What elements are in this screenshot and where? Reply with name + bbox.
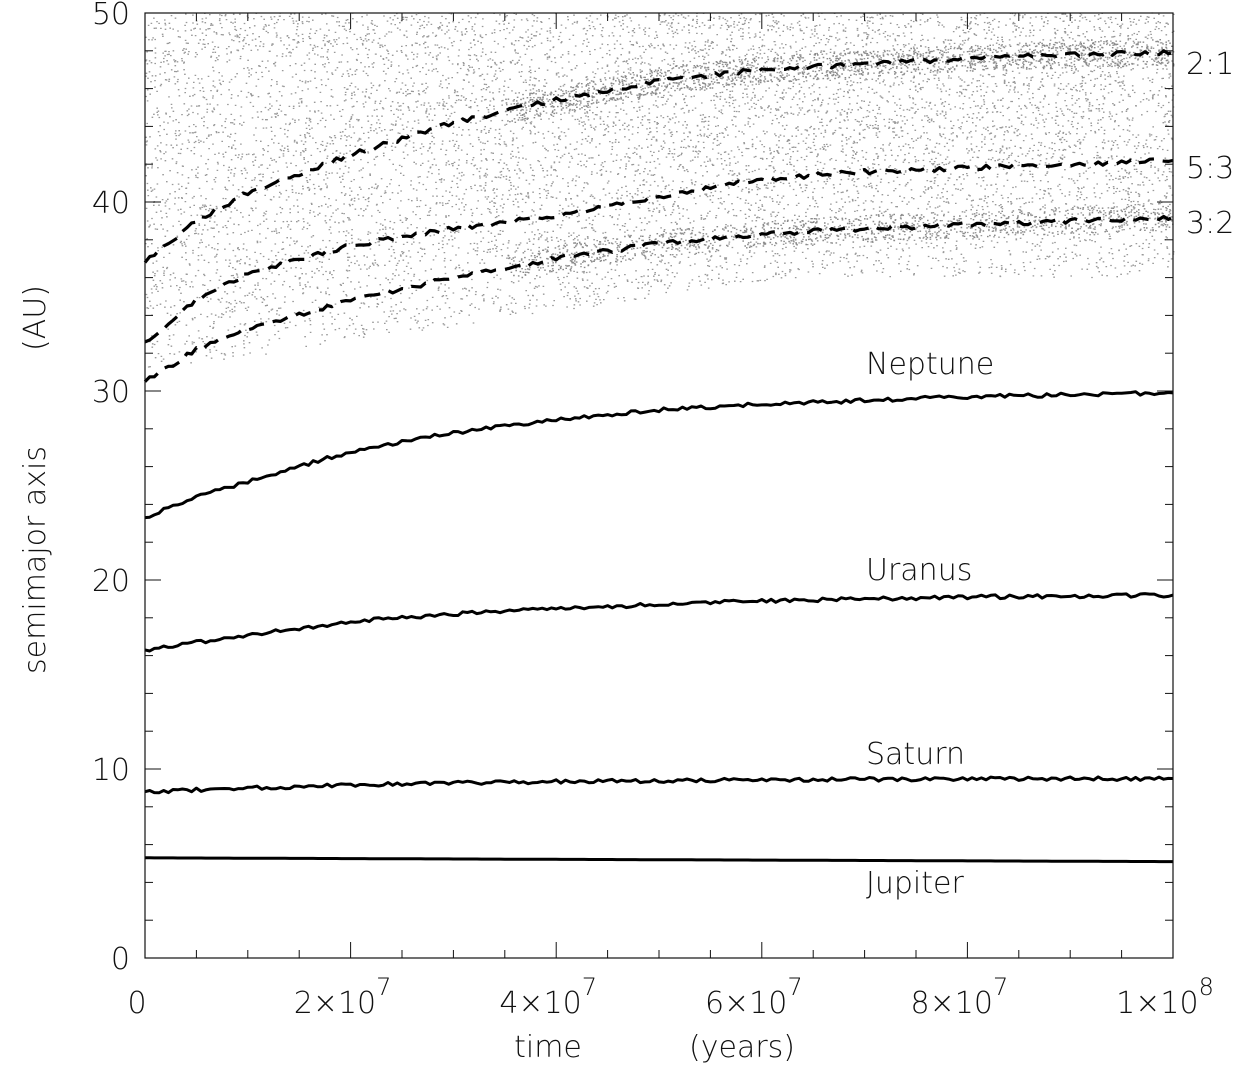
x-tick-label: 2×107 — [294, 973, 392, 1021]
label-saturn: Saturn — [866, 737, 965, 772]
x-tick-label: 4×107 — [499, 973, 597, 1021]
series-line-uranus — [144, 592, 1174, 653]
x-tick-label: 6×107 — [705, 973, 803, 1021]
series-line-3-2 — [143, 214, 1174, 383]
y-tick-label: 50 — [92, 0, 130, 32]
x-tick-label: 1×108 — [1116, 973, 1214, 1021]
y-axis-label-name: semimajor axis — [18, 446, 53, 674]
y-tick-label: 0 — [111, 942, 130, 977]
y-tick-label: 20 — [92, 564, 130, 599]
y-tick-label: 10 — [92, 753, 130, 788]
series-line-neptune — [144, 390, 1174, 520]
series-layer — [143, 49, 1174, 864]
x-axis-label-unit: (years) — [689, 1030, 795, 1065]
y-tick-label: 30 — [92, 375, 130, 410]
series-line-saturn — [144, 775, 1174, 795]
series-line-2-1 — [143, 49, 1174, 264]
label-resonance-2-1: 2:1 — [1186, 47, 1234, 82]
label-resonance-3-2: 3:2 — [1186, 206, 1234, 241]
series-line-5-3 — [144, 157, 1174, 344]
label-jupiter: Jupiter — [866, 866, 964, 901]
x-tick-label: 0 — [127, 986, 146, 1021]
series-line-jupiter — [145, 856, 1173, 864]
particle-dots — [145, 12, 1175, 368]
x-tick-label: 8×107 — [911, 973, 1009, 1021]
label-resonance-5-3: 5:3 — [1186, 151, 1234, 186]
y-tick-label: 40 — [92, 186, 130, 221]
y-axis-label-unit: (AU) — [18, 285, 53, 351]
plot-frame — [144, 12, 1174, 959]
label-neptune: Neptune — [866, 347, 994, 382]
label-uranus: Uranus — [866, 553, 972, 588]
axis-ticks — [144, 12, 1174, 959]
tick-labels: 0 10 20 30 40 50 0 2×107 4×107 6×107 8×107 1×108 — [92, 0, 1214, 1021]
x-axis-label-time: time — [514, 1030, 582, 1065]
